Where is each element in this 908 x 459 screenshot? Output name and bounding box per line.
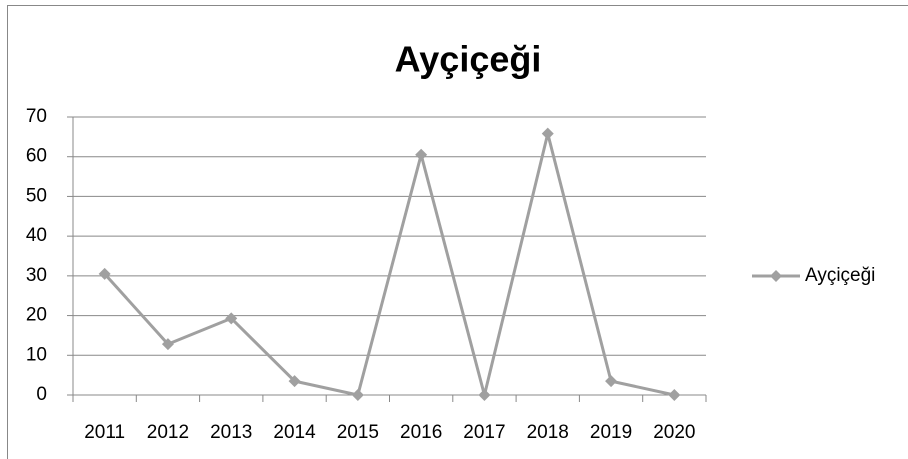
- chart-title: Ayçiçeği: [395, 39, 542, 80]
- x-tick-label: 2011: [84, 422, 125, 443]
- x-tick-label: 2016: [400, 422, 442, 443]
- marker: [225, 312, 238, 325]
- x-tick-label: 2019: [590, 422, 632, 443]
- y-tick-label: 40: [26, 225, 47, 246]
- y-tick-label: 50: [26, 185, 47, 206]
- marker: [415, 148, 428, 161]
- marker: [668, 389, 681, 401]
- x-tick-label: 2020: [653, 422, 695, 443]
- y-tick-label: 20: [26, 305, 47, 326]
- marker: [351, 389, 364, 401]
- y-tick-label: 0: [36, 384, 47, 405]
- legend-marker: [770, 270, 782, 282]
- x-tick-label: 2018: [527, 422, 569, 443]
- marker: [161, 338, 174, 351]
- y-tick-label: 60: [26, 146, 47, 167]
- marker: [288, 375, 301, 388]
- y-tick-label: 10: [26, 344, 47, 365]
- legend-label: Ayçiçeği: [805, 265, 875, 286]
- x-tick-label: 2013: [210, 422, 252, 443]
- x-tick-label: 2017: [463, 422, 505, 443]
- marker: [478, 389, 491, 401]
- marker: [605, 375, 618, 388]
- marker: [98, 267, 111, 280]
- x-tick-label: 2015: [337, 422, 379, 443]
- marker: [541, 127, 554, 140]
- y-tick-label: 30: [26, 265, 47, 286]
- series-line: [103, 132, 675, 397]
- chart-border: [7, 5, 908, 459]
- x-tick-label: 2014: [273, 422, 316, 443]
- x-tick-label: 2012: [147, 422, 189, 443]
- y-tick-label: 70: [26, 106, 47, 127]
